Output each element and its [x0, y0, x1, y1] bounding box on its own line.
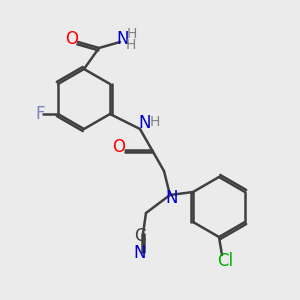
- Text: Cl: Cl: [217, 252, 233, 270]
- Text: C: C: [134, 226, 146, 244]
- Text: O: O: [112, 138, 125, 156]
- Text: H: H: [150, 115, 160, 128]
- Text: F: F: [35, 105, 45, 123]
- Text: N: N: [138, 114, 151, 132]
- Text: N: N: [165, 189, 178, 207]
- Text: H: H: [127, 28, 137, 41]
- Text: N: N: [134, 244, 146, 262]
- Text: H: H: [125, 38, 136, 52]
- Text: N: N: [117, 30, 129, 48]
- Text: O: O: [65, 30, 79, 48]
